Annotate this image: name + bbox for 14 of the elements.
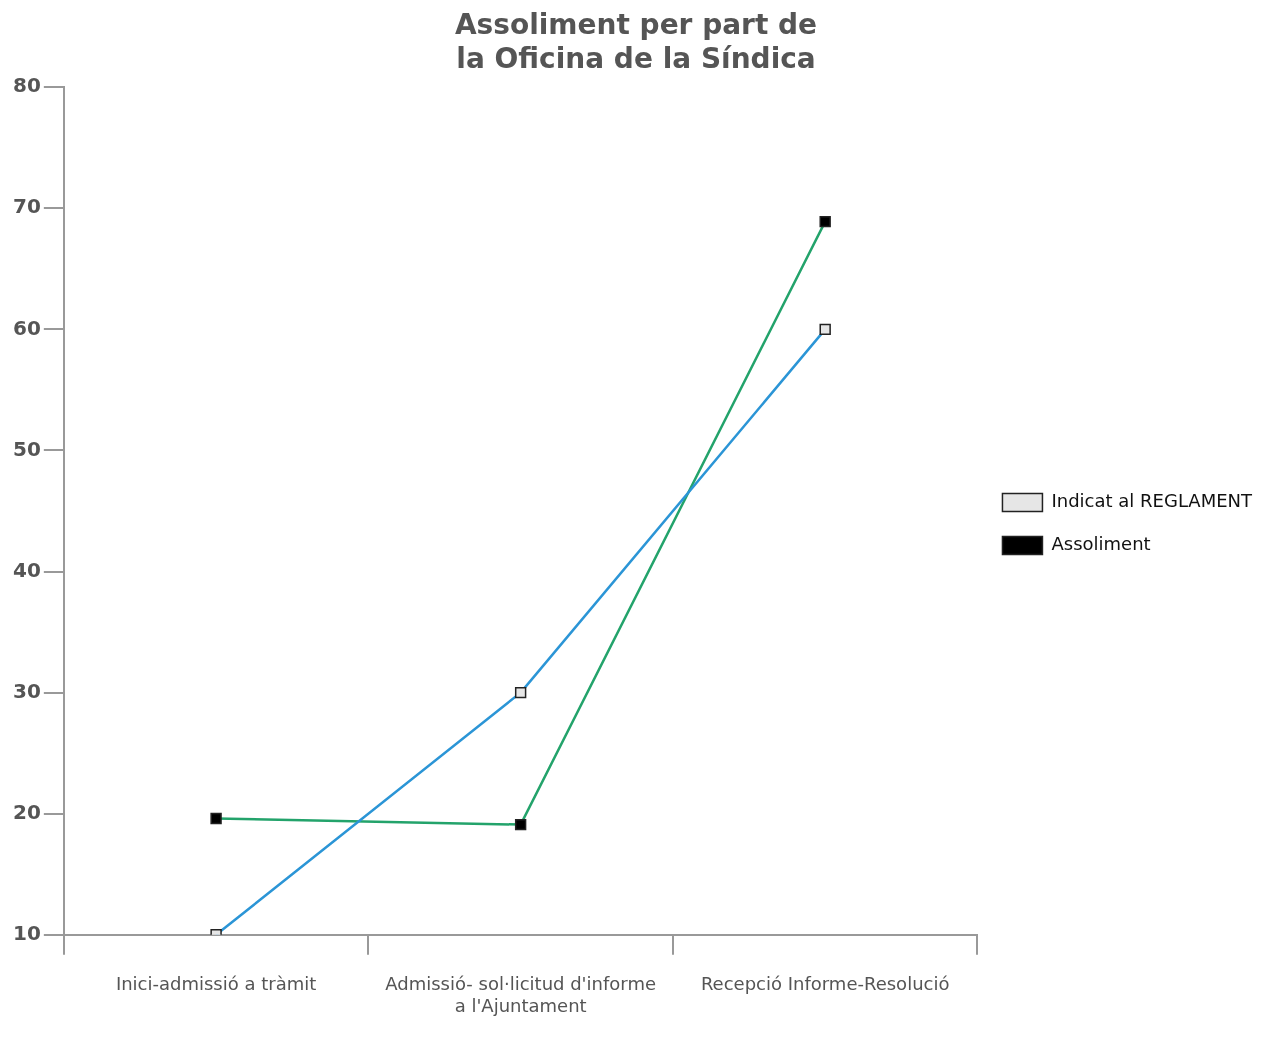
y-tick-label: 10 [12,921,41,945]
y-tick-label: 40 [12,557,41,582]
y-tick-label: 70 [12,194,41,219]
y-tick-label: 80 [12,73,41,98]
y-tick-label: 30 [12,678,41,703]
x-tick-label: Admissió- sol·licitud d'informe a l'Ajuntament [385,973,657,1016]
x-tick-label: Recepció Informe-Resolució [700,973,950,995]
y-tick-label: 20 [12,799,41,824]
chart-title: Assoliment per part de la Oficina de la Síndica [454,8,818,75]
y-tick-label: 50 [12,436,41,461]
legend-label: Assoliment [1051,533,1151,555]
legend-label: Indicat al REGLAMENT [1051,490,1253,512]
y-tick-label: 60 [12,315,41,340]
x-tick-label: Inici-admissió a tràmit [115,973,317,995]
